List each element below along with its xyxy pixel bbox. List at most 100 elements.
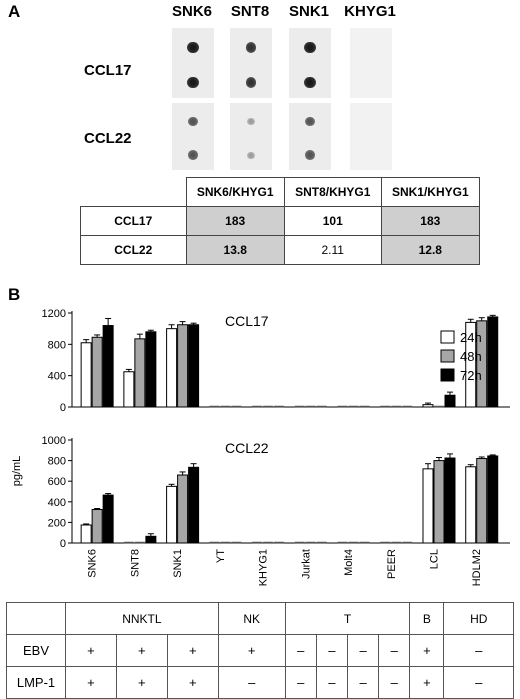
blot-well — [172, 103, 214, 170]
ratio-cell: 2.11 — [283, 235, 382, 265]
ebv-status-cell: + — [409, 634, 445, 667]
lmp1-status-cell: + — [115, 666, 168, 699]
y-tick-label: 200 — [48, 517, 66, 529]
bar-24h — [422, 404, 434, 408]
y-tick-label: 400 — [48, 371, 66, 383]
bar-48h — [433, 460, 445, 544]
ebv-status-cell: + — [115, 634, 168, 667]
ratio-header-snk6: SNK6/KHYG1 — [185, 177, 285, 207]
y-tick-label: 400 — [48, 497, 66, 509]
panel-a-label: A — [8, 2, 21, 21]
x-tick-label: SNK1 — [172, 549, 184, 578]
blot-well — [289, 28, 331, 98]
ratio-header-snt8: SNT8/KHYG1 — [283, 177, 382, 207]
lmp1-status-cell: – — [378, 666, 411, 699]
lmp1-status-cell: – — [346, 666, 380, 699]
bar-48h — [91, 336, 103, 408]
blot-dot — [187, 76, 199, 89]
y-tick-label: 0 — [60, 538, 66, 550]
chart-title: CCL22 — [225, 440, 269, 456]
blot-dot — [305, 116, 315, 127]
bar-24h — [166, 485, 178, 544]
bar-72h — [188, 324, 200, 408]
legend-swatch-72h — [440, 368, 455, 382]
y-tick-label: 1000 — [42, 435, 66, 447]
ratio-table: SNK6/KHYG1 SNT8/KHYG1 SNK1/KHYG1 CCL17 1… — [80, 177, 481, 265]
bar-72h — [444, 457, 456, 544]
blot-column-khyg1: KHYG1 — [344, 3, 396, 20]
group-header-nnktl: NNKTL — [65, 602, 219, 635]
lmp1-status-cell: + — [65, 666, 117, 699]
ebv-status-cell: – — [284, 634, 317, 667]
x-tick-label: KHYG1 — [258, 549, 270, 586]
ratio-cell: 13.8 — [185, 235, 285, 265]
ebv-status-cell: – — [378, 634, 411, 667]
blot-column-snt8: SNT8 — [230, 3, 270, 20]
blot-well — [230, 103, 272, 170]
ratio-table-corner — [80, 177, 187, 207]
ratio-cell: 183 — [185, 206, 285, 236]
x-tick-label: Jurkat — [300, 549, 312, 579]
group-row-label-lmp1: LMP-1 — [6, 666, 66, 699]
ebv-status-cell: + — [65, 634, 117, 667]
ebv-status-cell: – — [346, 634, 380, 667]
x-tick-label: LCL — [428, 549, 440, 569]
bar-24h — [465, 466, 477, 544]
group-header-nk: NK — [217, 602, 286, 635]
legend-label: 48h — [460, 349, 482, 364]
x-tick-label: Molt4 — [343, 549, 355, 576]
legend-swatch-24h — [440, 330, 455, 344]
bar-72h — [102, 325, 114, 408]
blot-dot — [245, 42, 257, 53]
blot-dot — [188, 150, 198, 160]
bar-48h — [476, 458, 488, 544]
bar-48h — [177, 474, 189, 544]
blot-well — [172, 28, 214, 98]
group-row-label-ebv: EBV — [6, 634, 66, 667]
lmp1-status-cell: – — [284, 666, 317, 699]
legend-label: 24h — [460, 330, 482, 345]
ebv-status-cell: + — [166, 634, 219, 667]
ratio-cell: 12.8 — [380, 235, 481, 265]
blot-row-ccl17: CCL17 — [84, 62, 132, 79]
bar-72h — [145, 535, 157, 544]
bar-72h — [487, 455, 499, 544]
y-tick-label: 800 — [48, 456, 66, 468]
cytokine-bar-chart: 0 400 800 1200 CCL17 0 200 400 600 800 1000 CCL22 SN… — [11, 308, 510, 586]
blot-column-snk1: SNK1 — [288, 3, 329, 20]
group-table-corner — [6, 602, 66, 635]
ratio-row-label: CCL17 — [80, 206, 187, 236]
ebv-status-cell: – — [315, 634, 349, 667]
bar-24h — [123, 371, 135, 408]
lmp1-status-cell: + — [409, 666, 445, 699]
legend-swatch-48h — [440, 349, 455, 363]
bar-72h — [145, 331, 157, 408]
ratio-cell: 101 — [283, 206, 382, 236]
blot-well — [230, 28, 272, 98]
bar-72h — [188, 466, 200, 544]
ratio-cell: 183 — [380, 206, 481, 236]
blot-dot — [305, 150, 315, 160]
blot-dot — [304, 41, 316, 54]
x-tick-label: PEER — [386, 549, 398, 579]
legend-label: 72h — [460, 368, 482, 383]
bar-48h — [91, 509, 103, 544]
blot-dot — [247, 151, 255, 159]
panel-b-label: B — [8, 285, 21, 304]
blot-dot — [247, 118, 255, 126]
blot-dot — [245, 77, 257, 88]
lmp1-status-cell: – — [315, 666, 349, 699]
y-tick-label: 0 — [60, 402, 66, 414]
blot-well — [350, 28, 392, 98]
x-tick-label: YT — [215, 549, 227, 563]
chart-title: CCL17 — [225, 313, 269, 329]
group-header-hd: HD — [443, 602, 514, 635]
blot-well — [289, 103, 331, 170]
ratio-header-snk1: SNK1/KHYG1 — [380, 177, 481, 207]
ebv-status-cell: + — [217, 634, 286, 667]
bar-24h — [166, 328, 178, 408]
bar-72h — [487, 316, 499, 408]
bar-48h — [177, 324, 189, 408]
bar-72h — [444, 394, 456, 408]
blot-dot — [187, 41, 199, 54]
